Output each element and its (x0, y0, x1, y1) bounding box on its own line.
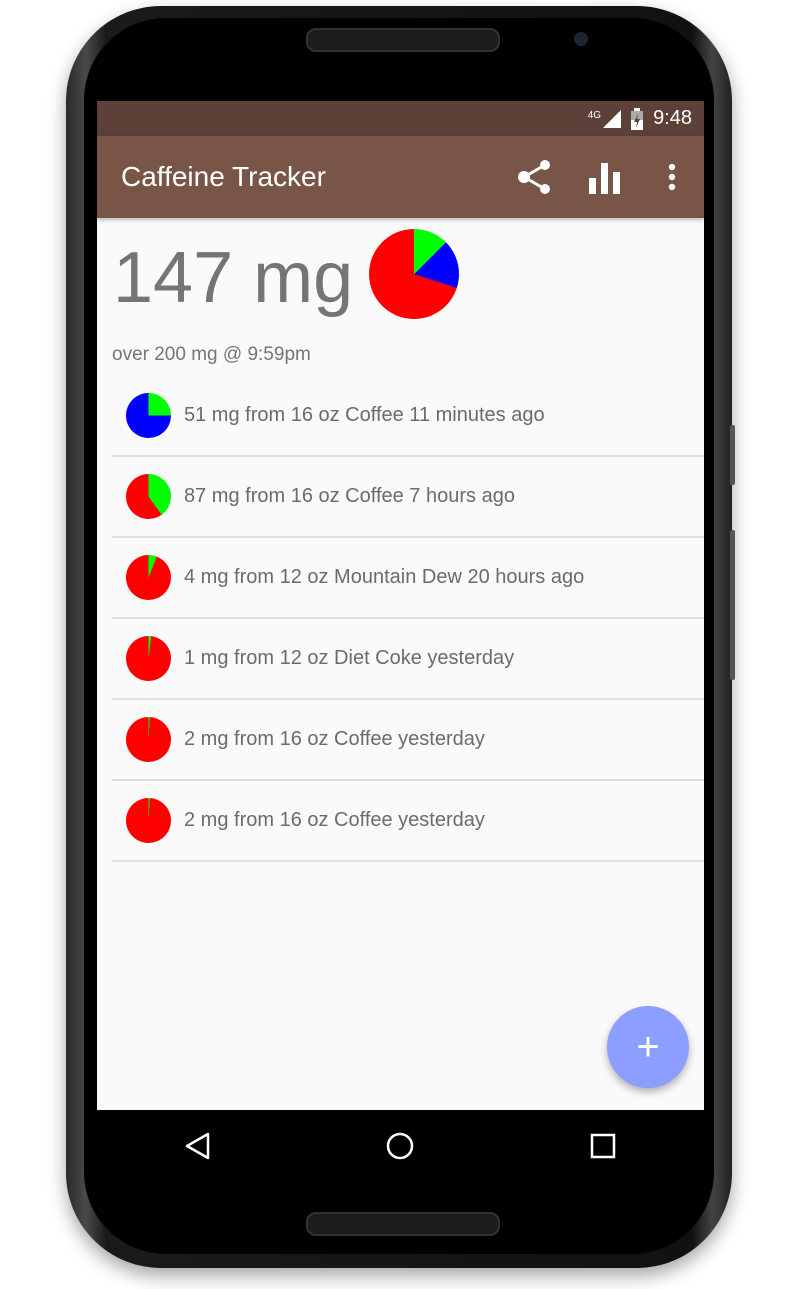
more-vert-icon (668, 163, 676, 191)
entry-text: 87 mg from 16 oz Coffee 7 hours ago (184, 485, 515, 507)
list-item[interactable]: 1 mg from 12 oz Diet Coke yesterday (112, 619, 704, 700)
recents-icon[interactable] (589, 1132, 617, 1160)
add-entry-button[interactable]: + (607, 1006, 689, 1088)
entry-pie-chart (126, 636, 171, 681)
volume-button (730, 425, 735, 485)
entry-text: 4 mg from 12 oz Mountain Dew 20 hours ag… (184, 566, 585, 588)
app-title: Caffeine Tracker (121, 161, 326, 192)
list-item[interactable]: 2 mg from 16 oz Coffee yesterday (112, 700, 704, 781)
status-bar: 4G 9:48 (97, 101, 704, 136)
stats-button[interactable] (570, 147, 640, 207)
total-caffeine: 147 mg (113, 238, 354, 318)
entry-text: 2 mg from 16 oz Coffee yesterday (184, 728, 485, 750)
entry-pie-chart (126, 393, 171, 438)
summary-pie-chart (369, 229, 460, 319)
bar-chart-icon (589, 163, 620, 194)
summary: 147 mg (97, 218, 704, 328)
entry-list: 51 mg from 16 oz Coffee 11 minutes ago 87… (112, 376, 704, 862)
signal-icon: 4G (588, 109, 622, 128)
share-icon (518, 160, 550, 194)
list-item[interactable]: 51 mg from 16 oz Coffee 11 minutes ago (112, 376, 704, 457)
front-camera (574, 32, 588, 46)
share-button[interactable] (500, 147, 570, 207)
top-speaker (306, 28, 500, 52)
home-icon[interactable] (385, 1131, 415, 1161)
power-button (730, 530, 735, 680)
clock: 9:48 (653, 107, 692, 129)
entry-text: 1 mg from 12 oz Diet Coke yesterday (184, 647, 515, 669)
list-item[interactable]: 2 mg from 16 oz Coffee yesterday (112, 781, 704, 862)
nav-bar (97, 1110, 704, 1182)
screen: 4G 9:48 Caffeine Tracker 147 mg over 200… (97, 101, 704, 1110)
app-bar: Caffeine Tracker (97, 136, 704, 218)
overflow-menu-button[interactable] (640, 147, 704, 207)
projection-text: over 200 mg @ 9:59pm (112, 344, 311, 365)
entry-text: 51 mg from 16 oz Coffee 11 minutes ago (184, 404, 545, 426)
entry-text: 2 mg from 16 oz Coffee yesterday (184, 809, 485, 831)
entry-pie-chart (126, 555, 171, 600)
plus-icon: + (636, 1024, 660, 1069)
battery-icon (631, 107, 644, 130)
entry-pie-chart (126, 717, 171, 762)
back-icon[interactable] (184, 1131, 212, 1161)
list-item[interactable]: 87 mg from 16 oz Coffee 7 hours ago (112, 457, 704, 538)
list-item[interactable]: 4 mg from 12 oz Mountain Dew 20 hours ag… (112, 538, 704, 619)
entry-pie-chart (126, 474, 171, 519)
entry-pie-chart (126, 798, 171, 843)
bottom-speaker (306, 1212, 500, 1236)
